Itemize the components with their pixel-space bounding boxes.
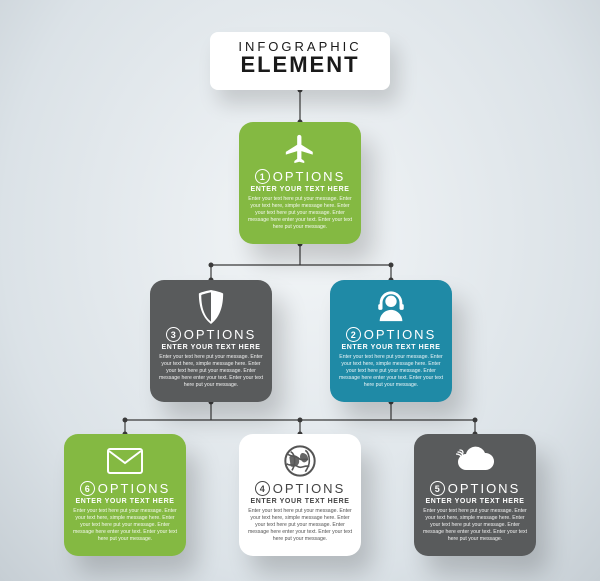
- node-number: 5: [430, 481, 445, 496]
- header-line2: ELEMENT: [210, 52, 390, 78]
- node-2: 2OPTIONS ENTER YOUR TEXT HERE Enter your…: [330, 280, 452, 402]
- node-body: Enter your text here put your message. E…: [72, 508, 178, 543]
- node-subtitle: ENTER YOUR TEXT HERE: [247, 498, 353, 505]
- node-title: OPTIONS: [364, 327, 437, 342]
- node-3: 3OPTIONS ENTER YOUR TEXT HERE Enter your…: [150, 280, 272, 402]
- node-title: OPTIONS: [273, 481, 346, 496]
- node-body: Enter your text here put your message. E…: [247, 508, 353, 543]
- node-subtitle: ENTER YOUR TEXT HERE: [247, 186, 353, 193]
- node-number: 4: [255, 481, 270, 496]
- node-subtitle: ENTER YOUR TEXT HERE: [72, 498, 178, 505]
- node-number: 3: [166, 327, 181, 342]
- node-body: Enter your text here put your message. E…: [158, 354, 264, 389]
- node-subtitle: ENTER YOUR TEXT HERE: [338, 344, 444, 351]
- headset-icon: [338, 289, 444, 325]
- node-title: OPTIONS: [98, 481, 171, 496]
- node-body: Enter your text here put your message. E…: [338, 354, 444, 389]
- node-4: 4OPTIONS ENTER YOUR TEXT HERE Enter your…: [239, 434, 361, 556]
- node-title: OPTIONS: [184, 327, 257, 342]
- header-card: INFOGRAPHIC ELEMENT: [210, 32, 390, 90]
- node-subtitle: ENTER YOUR TEXT HERE: [422, 498, 528, 505]
- envelope-icon: [72, 443, 178, 479]
- globe-icon: [247, 443, 353, 479]
- shield-icon: [158, 289, 264, 325]
- node-1: 1OPTIONS ENTER YOUR TEXT HERE Enter your…: [239, 122, 361, 244]
- node-title: OPTIONS: [448, 481, 521, 496]
- node-subtitle: ENTER YOUR TEXT HERE: [158, 344, 264, 351]
- node-5: 5OPTIONS ENTER YOUR TEXT HERE Enter your…: [414, 434, 536, 556]
- node-number: 1: [255, 169, 270, 184]
- node-6: 6OPTIONS ENTER YOUR TEXT HERE Enter your…: [64, 434, 186, 556]
- node-number: 6: [80, 481, 95, 496]
- node-body: Enter your text here put your message. E…: [422, 508, 528, 543]
- cloud-icon: [422, 443, 528, 479]
- infographic-stage: INFOGRAPHIC ELEMENT 1OPTIONS ENTER YOUR …: [0, 0, 600, 581]
- airplane-icon: [247, 131, 353, 167]
- node-number: 2: [346, 327, 361, 342]
- node-body: Enter your text here put your message. E…: [247, 196, 353, 231]
- node-title: OPTIONS: [273, 169, 346, 184]
